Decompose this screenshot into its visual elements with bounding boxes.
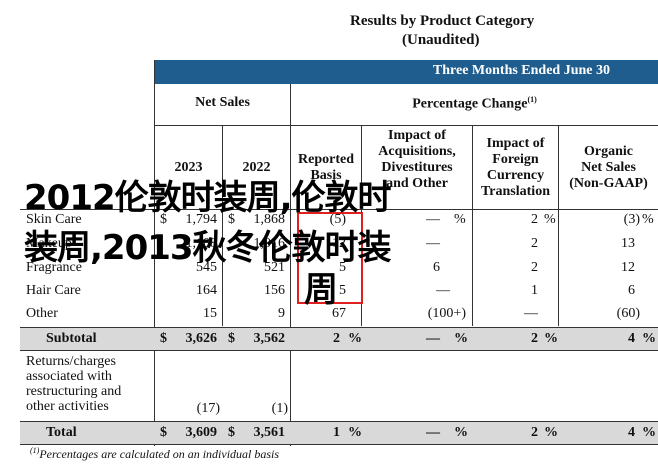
dollar-sign: $ [160,212,167,227]
divider-h-subtotal-bottom [20,350,658,351]
row-label-skin-care: Skin Care [26,212,82,227]
pct-sign: % [454,331,468,346]
cell-hair-care-acq: — [436,283,450,298]
overlay-text-line-1: 2012伦敦时装周,伦敦时 [24,178,392,218]
subtotal-acq: — [426,331,440,346]
cell-hair-care-2023: 164 [196,283,217,298]
row-label-hair-care: Hair Care [26,283,81,298]
cell-skin-care-2023: 1,794 [185,212,218,227]
total-reported: 1 [333,425,340,440]
cell-fragrance-fx: 2 [531,260,538,275]
row-label-fragrance: Fragrance [26,260,82,275]
subtotal-fx: 2 [531,331,538,346]
total-2022: 3,561 [253,425,286,440]
row-label-makeup: Makeup [26,236,72,251]
subtotal-reported: 2 [333,331,340,346]
returns-2022: (1) [271,401,288,416]
subtotal-label: Subtotal [46,331,97,346]
pct-sign: % [544,212,556,227]
cell-other-2023: 15 [203,306,217,321]
subtotal-2022: 3,562 [253,331,286,346]
dollar-sign: $ [160,331,167,346]
period-band: Three Months Ended June 30 [155,60,658,84]
cell-fragrance-2022: 521 [264,260,285,275]
cell-skin-care-reported: (5) [329,212,346,227]
returns-label: Returns/charges associated with restructu… [26,354,122,414]
title-line-1: Results by Product Category [350,13,535,29]
col-header-acquisitions: Impact of Acquisitions, Divestitures and O… [378,128,456,191]
divider-v-acq [472,125,473,326]
pct-sign: % [544,425,558,440]
cell-hair-care-reported: 5 [339,283,346,298]
col-header-2022: 2022 [242,160,271,175]
cell-makeup-acq: — [426,236,440,251]
total-acq: — [426,425,440,440]
period-label: Three Months Ended June 30 [432,63,610,78]
pct-sign: % [642,425,656,440]
cell-fragrance-reported: 5 [339,260,346,275]
col-header-organic: Organic Net Sales (Non-GAAP) [569,144,648,191]
cell-makeup-2023: 1,108 [185,236,218,251]
cell-other-reported: 67 [332,306,346,321]
group-header-net-sales: Net Sales [195,95,250,110]
subtotal-row-bg [20,328,658,350]
pct-sign: % [642,331,656,346]
total-row-bg [20,422,658,444]
divider-h-group [155,125,658,126]
divider-h-header-bottom [20,209,658,210]
cell-skin-care-2022: 1,868 [253,212,286,227]
total-fx: 2 [531,425,538,440]
cell-fragrance-organic: 12 [621,260,635,275]
divider-v-years [222,125,223,326]
cell-hair-care-fx: 1 [531,283,538,298]
cell-fragrance-2023: 545 [196,260,217,275]
subtotal-organic: 4 [628,331,635,346]
cell-hair-care-organic: 6 [628,283,635,298]
group-header-percentage-change: Percentage Change(1) [412,95,537,112]
cell-makeup-2022: 1,016 [253,236,286,251]
row-label-other: Other [26,306,58,321]
pct-sign: % [348,331,362,346]
pct-sign: % [348,425,362,440]
dollar-sign: $ [160,425,167,440]
cell-skin-care-organic: (3) [623,212,640,227]
divider-h-subtotal-top [20,327,658,328]
pct-sign: % [642,212,654,227]
cell-skin-care-acq: — [426,212,440,227]
divider-v-netsales-left [154,60,155,446]
title-line-2: (Unaudited) [402,32,480,48]
divider-v-netsales-right [290,84,291,446]
cell-makeup-organic: 13 [621,236,635,251]
cell-other-fx: — [524,306,538,321]
total-label: Total [46,425,77,440]
divider-v-fx [558,125,559,326]
cell-hair-care-2022: 156 [264,283,285,298]
col-header-fx: Impact of Foreign Currency Translation [481,136,550,199]
cell-other-acq: (100+) [427,306,466,321]
footnote: (1)Percentages are calculated on an indi… [30,446,280,461]
col-header-reported: Reported Basis [298,152,354,183]
dollar-sign: $ [228,425,235,440]
cell-skin-care-fx: 2 [531,212,538,227]
highlight-box [297,212,363,304]
cell-makeup-reported: 12 [332,236,346,251]
cell-other-organic: (60) [616,306,640,321]
pct-sign: % [544,331,558,346]
dollar-sign: $ [228,331,235,346]
returns-2023: (17) [196,401,220,416]
cell-other-2022: 9 [278,306,285,321]
total-organic: 4 [628,425,635,440]
total-2023: 3,609 [185,425,218,440]
pct-sign: % [454,212,466,227]
cell-makeup-fx: 2 [531,236,538,251]
divider-h-total-top [20,421,658,422]
overlay-text-line-2: 装周,2013秋冬伦敦时装 [24,228,392,268]
col-header-2023: 2023 [174,160,203,175]
subtotal-2023: 3,626 [185,331,218,346]
cell-fragrance-acq: 6 [433,260,440,275]
pct-sign: % [454,425,468,440]
divider-h-total-bottom [20,444,658,445]
overlay-text-line-3: 周 [304,270,338,310]
dollar-sign: $ [228,212,235,227]
